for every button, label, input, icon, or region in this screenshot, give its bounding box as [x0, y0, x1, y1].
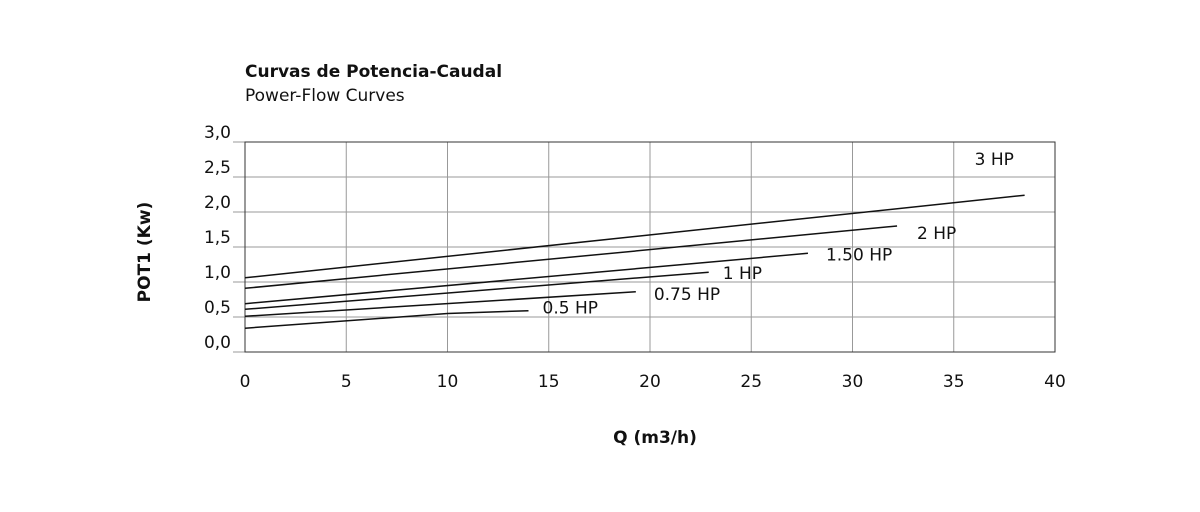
line	[244, 194, 1025, 279]
y-tick-label: 0,0	[204, 333, 231, 353]
x-tick-label: 25	[740, 372, 762, 392]
y-tick-label: 1,0	[204, 263, 231, 283]
x-tick-label: 20	[639, 372, 661, 392]
line	[244, 225, 898, 290]
x-tick-label: 10	[437, 372, 459, 392]
series-label: 3 HP	[975, 150, 1014, 170]
chart-title: Curvas de Potencia-Caudal	[245, 62, 502, 82]
line	[244, 271, 709, 311]
line	[244, 309, 529, 329]
y-tick-label: 3,0	[204, 123, 231, 143]
series-label: 0.5 HP	[543, 299, 598, 319]
x-tick-label: 0	[240, 372, 251, 392]
y-tick-label: 0,5	[204, 298, 231, 318]
series-label: 1 HP	[723, 264, 762, 284]
line	[244, 252, 809, 305]
y-tick-label: 2,0	[204, 193, 231, 213]
x-tick-label: 30	[842, 372, 864, 392]
x-axis-label: Q (m3/h)	[613, 428, 697, 448]
line	[244, 291, 636, 318]
series-label: 0.75 HP	[654, 285, 720, 305]
series-label: 1.50 HP	[826, 245, 892, 265]
x-tick-label: 5	[341, 372, 352, 392]
chart-subtitle: Power-Flow Curves	[245, 86, 405, 106]
plot-frame	[244, 141, 1056, 353]
x-tick-label: 35	[943, 372, 965, 392]
series-label: 2 HP	[917, 224, 956, 244]
y-axis-label: POT1 (Kw)	[135, 202, 155, 303]
x-tick-label: 15	[538, 372, 560, 392]
y-tick-label: 2,5	[204, 158, 231, 178]
x-tick-label: 40	[1044, 372, 1066, 392]
y-tick-label: 1,5	[204, 228, 231, 248]
